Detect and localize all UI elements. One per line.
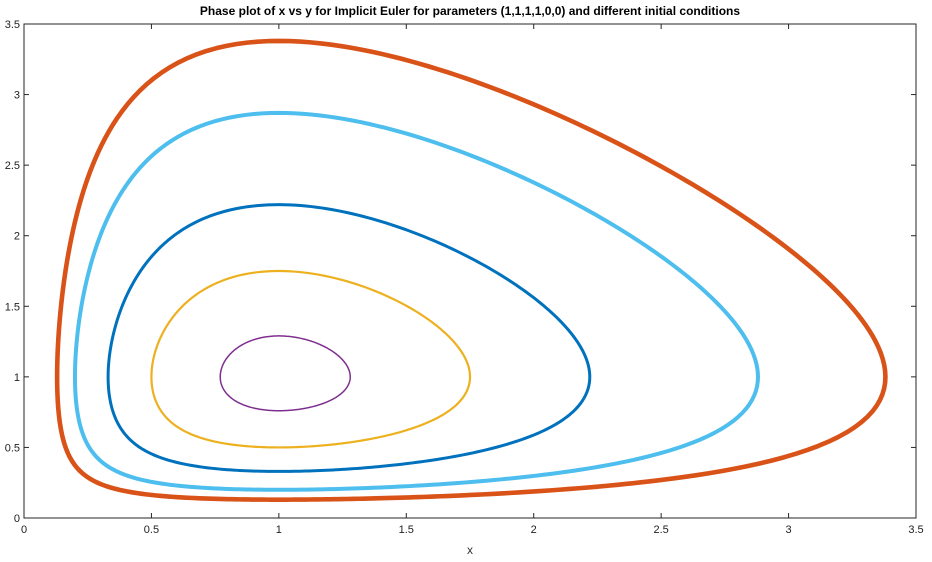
chart-title: Phase plot of x vs y for Implicit Euler … <box>199 4 741 18</box>
series-line-1 <box>219 335 351 412</box>
y-tick-label: 1 <box>14 372 20 384</box>
series-line-2 <box>150 269 472 449</box>
series-line-5 <box>54 38 888 502</box>
series-line-3 <box>106 203 592 473</box>
x-tick-label: 0.5 <box>144 524 159 536</box>
x-tick-label: 0 <box>21 524 27 536</box>
y-tick-label: 0.5 <box>5 442 20 454</box>
series-curves <box>54 38 888 502</box>
plot-area <box>23 23 917 519</box>
x-tick-label: 2.5 <box>653 524 668 536</box>
x-tick-label: 3 <box>786 524 792 536</box>
axis-ticks: 0 0.5 1 1.5 2 2.5 3 3.5 0 0.5 1 1.5 2 2.5 3 3.5 <box>5 19 924 536</box>
y-tick-label: 2 <box>14 231 20 243</box>
x-axis-label: x <box>467 543 473 557</box>
x-tick-label: 1 <box>276 524 282 536</box>
x-tick-label: 1.5 <box>399 524 414 536</box>
x-tick-label: 3.5 <box>908 524 923 536</box>
y-tick-label: 3 <box>14 90 20 102</box>
y-tick-label: 0 <box>14 513 20 525</box>
y-tick-label: 3.5 <box>5 19 20 31</box>
series-line-4 <box>72 110 760 492</box>
y-tick-label: 1.5 <box>5 301 20 313</box>
y-tick-label: 2.5 <box>5 160 20 172</box>
x-tick-label: 2 <box>531 524 537 536</box>
